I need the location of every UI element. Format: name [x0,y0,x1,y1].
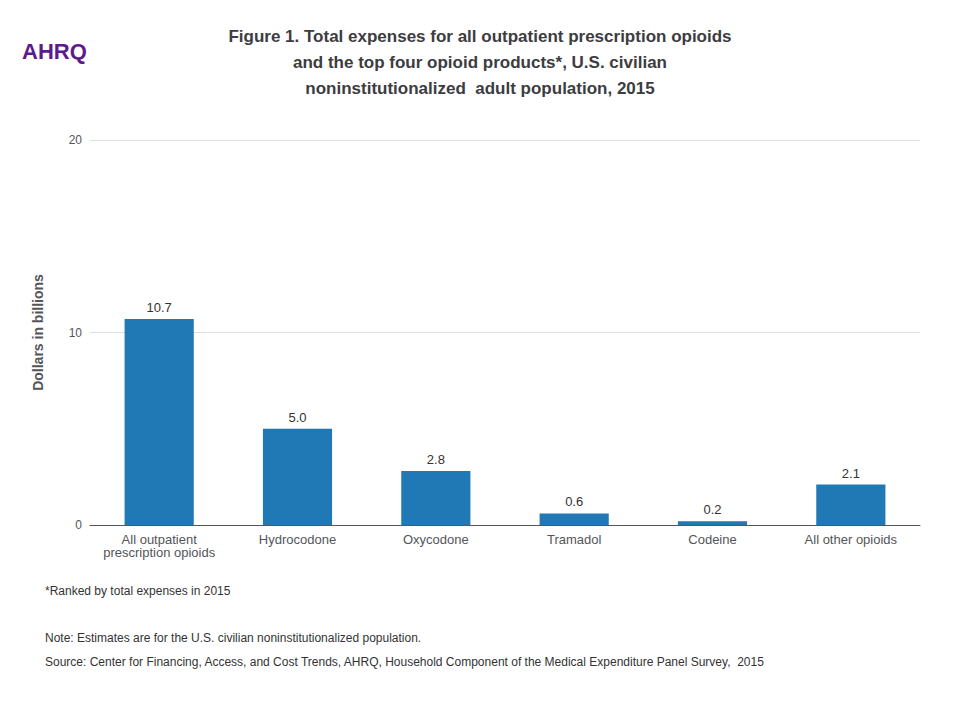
svg-text:AHRQ: AHRQ [22,39,87,64]
svg-text:Codeine: Codeine [688,532,736,547]
svg-text:0.6: 0.6 [565,494,583,509]
svg-text:Source: Center for Financing,: Source: Center for Financing, Access, an… [45,655,764,669]
svg-text:Dollars in billions: Dollars in billions [30,274,46,391]
svg-text:2.1: 2.1 [842,466,860,481]
svg-text:Tramadol: Tramadol [547,532,602,547]
svg-text:10.7: 10.7 [147,300,172,315]
svg-text:prescription opioids: prescription opioids [103,545,216,560]
svg-text:Hydrocodone: Hydrocodone [259,532,336,547]
svg-text:5.0: 5.0 [288,410,306,425]
svg-text:*Ranked by total expenses in 2: *Ranked by total expenses in 2015 [45,584,231,598]
svg-text:and the top four opioid produc: and the top four opioid products*, U.S. … [293,53,667,72]
svg-text:0: 0 [75,518,82,532]
svg-text:2.8: 2.8 [427,452,445,467]
svg-text:All other opioids: All other opioids [805,532,898,547]
svg-text:10: 10 [69,326,83,340]
svg-text:0.2: 0.2 [703,502,721,517]
svg-text:Oxycodone: Oxycodone [403,532,469,547]
svg-text:noninstitutionalized adult po: noninstitutionalized adult population, 2… [305,79,654,98]
svg-text:All outpatient: All outpatient [121,532,197,547]
svg-text:Note: Estimates are for the U.: Note: Estimates are for the U.S. civilia… [45,631,421,645]
svg-text:Figure 1. Total expenses for a: Figure 1. Total expenses for all outpati… [228,27,731,46]
svg-text:20: 20 [69,133,83,147]
